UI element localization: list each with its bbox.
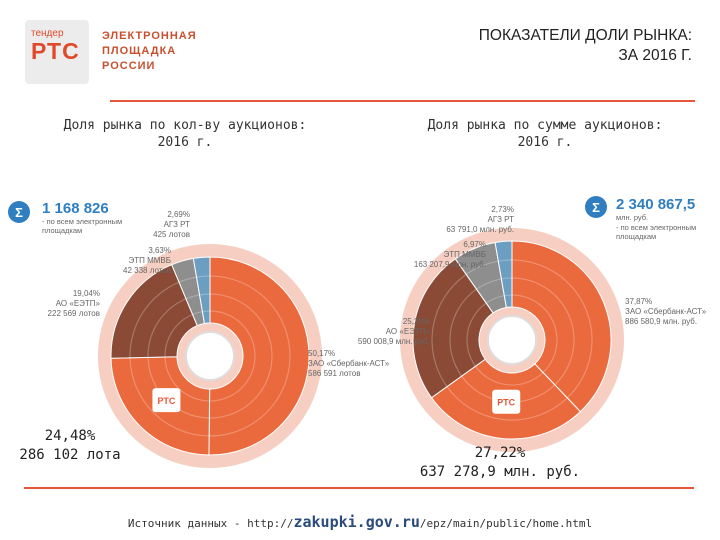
- logo-line-1: ЭЛЕКТРОННАЯ: [102, 30, 197, 42]
- donut-hole: [487, 315, 537, 365]
- divider-top: [110, 100, 695, 102]
- slice-label: ЗАО «Сбербанк-АСТ»: [625, 307, 707, 316]
- slice-label: 3,63%: [148, 246, 171, 255]
- right-subtitle: Доля рынка по сумме аукционов:: [427, 118, 663, 133]
- slice-label: 25,20%: [403, 317, 430, 326]
- slice-ring-line: [164, 313, 193, 358]
- source-suffix: /epz/main/public/home.html: [419, 517, 593, 530]
- slice-label: АГЗ РТ: [488, 215, 515, 224]
- slice-eetp: [110, 264, 198, 359]
- slice-label: 163 207,9 млн. руб.: [414, 260, 486, 269]
- sum-icon: [8, 201, 30, 223]
- slice-label: 222 569 лотов: [48, 309, 100, 318]
- slice-ring-line: [185, 294, 200, 300]
- left-total-note-2: площадкам: [42, 226, 82, 235]
- slice-label: ЗАО «Сбербанк-АСТ»: [308, 359, 390, 368]
- slice-label: 586 591 лотов: [308, 369, 360, 378]
- left-subtitle-year: 2016 г.: [157, 135, 213, 150]
- slice-ring-line: [446, 386, 568, 421]
- source-prefix: Источник данных - http://: [127, 517, 294, 530]
- rts-logo-text: РТС: [157, 396, 175, 406]
- logo-small-text: тендер: [31, 28, 64, 39]
- slice-ring-line: [474, 365, 544, 386]
- slice-label: 19,04%: [73, 289, 100, 298]
- rts-logo-badge: [492, 389, 521, 414]
- logo-line-2: ПЛОЩАДКА: [102, 45, 177, 57]
- slice-agz-rt: [494, 240, 513, 309]
- rts-logo-badge: [152, 388, 181, 413]
- slice-ring-line: [461, 375, 556, 403]
- right-subtitle-year: 2016 г.: [517, 135, 573, 150]
- right-total-value: 2 340 867,5: [616, 196, 695, 213]
- sigma-glyph: Σ: [15, 205, 23, 220]
- right-rts-pct: 27,22%: [474, 445, 526, 461]
- slice-ring-line: [147, 298, 187, 358]
- source-line: Источник данных - http://zakupki.gov.ru/…: [0, 513, 720, 531]
- logo-badge: [25, 20, 89, 84]
- right-total-unit: млн. руб.: [616, 213, 648, 222]
- slice-ring-line: [485, 295, 505, 304]
- slice-ring-line: [504, 294, 512, 297]
- slice-ring-line: [192, 311, 203, 316]
- slice-label: 37,87%: [625, 297, 652, 306]
- slice-ring-line: [501, 277, 512, 280]
- right-total-block: Σ 2 340 867,5 млн. руб. - по всем электр…: [585, 196, 696, 241]
- right-donut-chart: РТС 37,87%ЗАО «Сбербанк-АСТ»886 580,9 млн…: [358, 205, 707, 452]
- slice-sberbank: [511, 240, 612, 413]
- slice-label: 2,73%: [491, 205, 514, 214]
- divider-bottom: [24, 487, 694, 489]
- slice-ring-line: [465, 260, 499, 275]
- slice-ring-line: [476, 278, 502, 290]
- logo-text: РТС: [31, 38, 80, 64]
- left-total-value: 1 168 826: [42, 200, 109, 217]
- slice-label: ЭТП ММВБ: [443, 250, 486, 259]
- slice-label: 886 580,9 млн. руб.: [625, 317, 697, 326]
- slice-agz-rt: [192, 256, 211, 325]
- page-title: ПОКАЗАТЕЛИ ДОЛИ РЫНКА:: [478, 27, 692, 44]
- left-donut-chart: РТС 50,17%ЗАО «Сбербанк-АСТ»586 591 лотов…: [48, 210, 390, 468]
- sigma-glyph: Σ: [592, 200, 600, 215]
- left-rts-pct: 24,48%: [44, 428, 96, 444]
- slice-ring-line: [196, 275, 210, 278]
- rts-logo-text: РТС: [497, 398, 515, 408]
- left-subtitle: Доля рынка по кол-ву аукционов:: [63, 118, 307, 133]
- slice-ring-line: [199, 293, 210, 296]
- slice-label: 63 791,0 млн. руб.: [446, 225, 514, 234]
- donut-hole: [185, 331, 235, 381]
- sum-icon: [585, 196, 607, 218]
- right-total-note-1: - по всем электронным: [616, 223, 696, 232]
- slice-ring-line: [498, 259, 512, 262]
- left-total-block: Σ 1 168 826 - по всем электронным площад…: [8, 200, 122, 235]
- slice-label: 50,17%: [308, 349, 335, 358]
- slice-label: 2,69%: [167, 210, 190, 219]
- slice-eetp: [412, 258, 494, 399]
- slice-ring-line: [202, 310, 210, 313]
- page-title-year: ЗА 2016 Г.: [618, 47, 692, 64]
- right-rts-value: 637 278,9 млн. руб.: [419, 464, 581, 480]
- slice-label: АО «ЕЭТП»: [386, 327, 431, 336]
- slice-label: 42 338 лотов: [123, 266, 171, 275]
- left-total-note-1: - по всем электронным: [42, 217, 122, 226]
- right-total-note-2: площадкам: [616, 232, 656, 241]
- slice-label: АГЗ РТ: [164, 220, 191, 229]
- slice-label: 590 008,9 млн. руб.: [358, 337, 430, 346]
- left-rts-value: 286 102 лота: [19, 447, 121, 463]
- slice-label: АО «ЕЭТП»: [56, 299, 101, 308]
- slice-ring-line: [178, 276, 197, 283]
- slice-sberbank: [208, 256, 310, 456]
- slice-label: 6,97%: [463, 240, 486, 249]
- source-link-domain[interactable]: zakupki.gov.ru: [293, 513, 420, 531]
- logo-line-3: РОССИИ: [102, 60, 156, 72]
- slice-label: 425 лотов: [153, 230, 190, 239]
- slice-label: ЭТП ММВБ: [128, 256, 171, 265]
